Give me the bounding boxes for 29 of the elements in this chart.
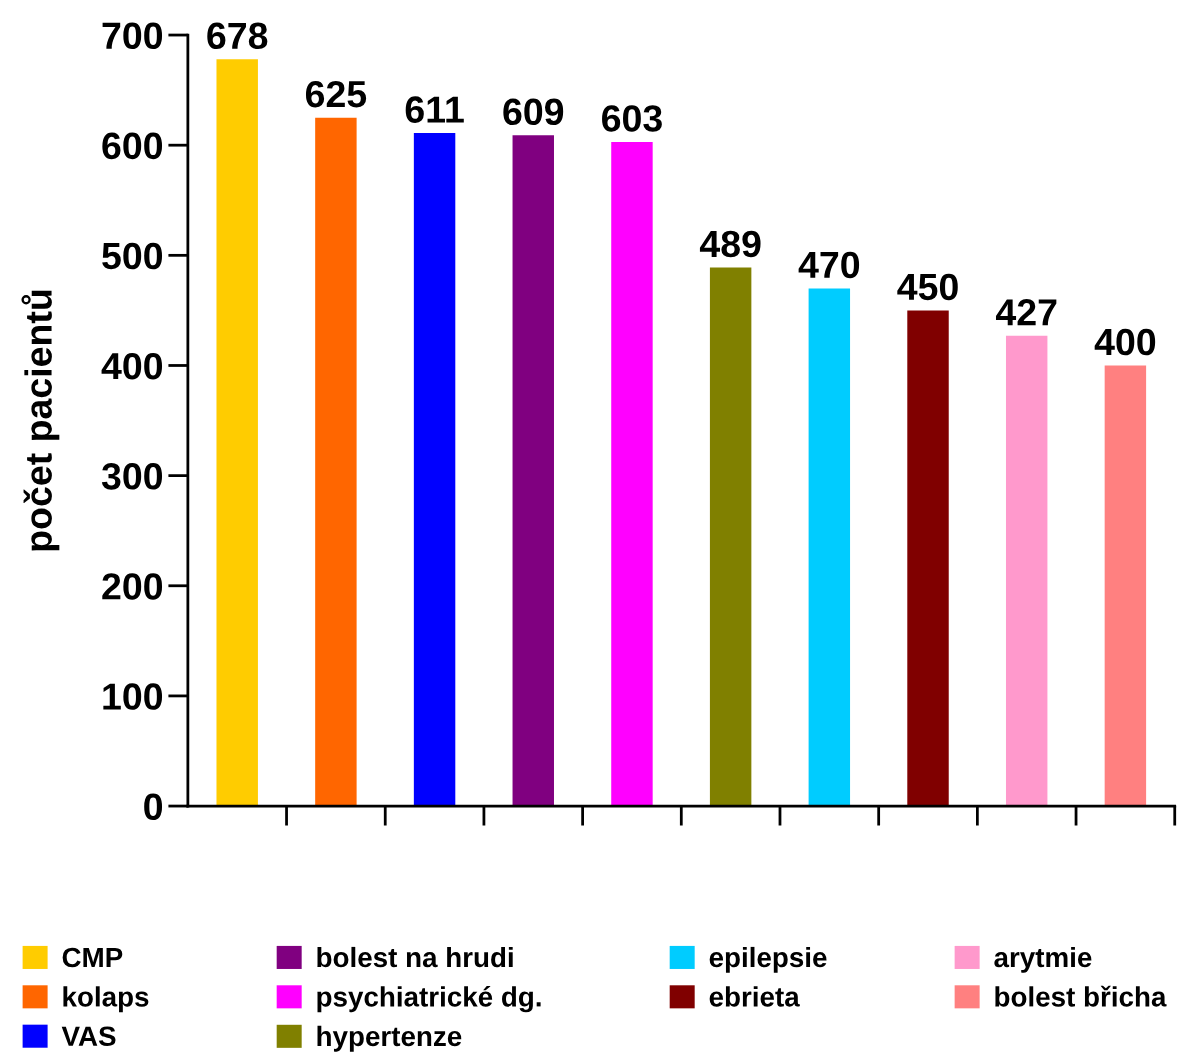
data-label: 400 bbox=[1094, 328, 1156, 356]
data-label: 611 bbox=[405, 96, 464, 123]
data-label: 450 bbox=[897, 273, 958, 301]
y-tick-label: 200 bbox=[102, 573, 163, 600]
data-label: 427 bbox=[995, 299, 1057, 326]
legend-label: CMP bbox=[62, 947, 123, 968]
data-label: 603 bbox=[602, 105, 662, 132]
y-tick-label: 400 bbox=[101, 352, 163, 380]
legend-label: kolaps bbox=[63, 986, 149, 1013]
legend-label: ebrieta bbox=[709, 986, 800, 1007]
legend-label: psychiatrické dg. bbox=[317, 986, 541, 1013]
y-tick-label: 0 bbox=[144, 793, 163, 821]
legend-label: arytmie bbox=[994, 946, 1092, 973]
legend-label: bolest na hrudi bbox=[317, 946, 513, 968]
data-label: 678 bbox=[207, 22, 268, 50]
legend-label: VAS bbox=[61, 1026, 116, 1047]
y-axis-title: počet pacientů bbox=[21, 290, 60, 551]
data-label: 625 bbox=[305, 80, 367, 108]
y-tick-label: 300 bbox=[101, 463, 163, 490]
data-label: 489 bbox=[699, 230, 761, 258]
y-tick-label: 100 bbox=[103, 683, 163, 710]
legend-label: bolest břicha bbox=[995, 985, 1167, 1007]
data-label: 470 bbox=[798, 251, 860, 279]
y-tick-label: 700 bbox=[102, 22, 163, 49]
data-label: 609 bbox=[503, 98, 564, 126]
y-tick-label: 600 bbox=[102, 132, 163, 160]
legend-label: epilepsie bbox=[709, 946, 827, 973]
y-tick-label: 500 bbox=[102, 242, 163, 270]
legend-label: hypertenze bbox=[317, 1025, 462, 1052]
